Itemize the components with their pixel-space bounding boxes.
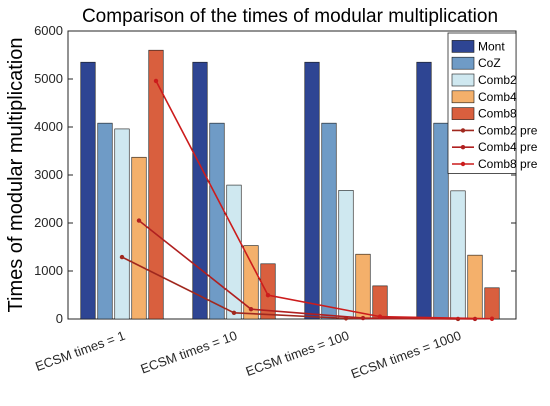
bar-coz-0 — [97, 122, 113, 320]
legend-swatch-comb4 — [451, 90, 475, 104]
line-comb8-pre — [155, 80, 493, 320]
y-tick-label-0: 0 — [56, 311, 63, 326]
bar-comb8-0 — [148, 49, 164, 320]
chart-title: Comparison of the times of modular multi… — [82, 6, 498, 27]
bar-mont-0 — [80, 61, 96, 320]
legend: Mont CoZ Comb2 Comb4 Comb8 Comb2 pre Comb4 pre… — [447, 32, 538, 174]
bar-comb2-3 — [450, 190, 466, 320]
bar-mont-1 — [192, 61, 208, 320]
bar-comb4-2 — [355, 253, 371, 320]
bar-comb2-0 — [114, 128, 130, 320]
x-tick-label-2: ECSM times = 100 — [244, 328, 351, 379]
legend-swatch-comb8 — [451, 107, 475, 120]
point-comb4-pre-2 — [360, 315, 366, 321]
bar-coz-1 — [209, 122, 225, 320]
point-comb4-pre-0 — [136, 218, 142, 223]
x-tick-label-1: ECSM times = 10 — [139, 328, 240, 377]
legend-label-comb4: Comb4 — [478, 90, 517, 104]
y-tick-label-4: 4000 — [34, 119, 63, 134]
x-tick-label-0: ECSM times = 1 — [33, 328, 127, 374]
legend-label-comb4-pre: Comb4 pre — [478, 140, 538, 154]
bar-coz-3 — [433, 122, 449, 320]
point-comb4-pre-1 — [248, 306, 254, 312]
y-tick-label-1: 1000 — [34, 263, 63, 278]
y-tick-label-5: 5000 — [34, 71, 63, 86]
legend-label-comb8: Comb8 — [478, 107, 517, 121]
bar-comb8-1 — [260, 263, 276, 320]
bar-comb2-1 — [226, 184, 242, 320]
legend-marker-comb4-pre — [460, 145, 466, 150]
plot-area: 0 1000 2000 3000 4000 5000 6000 ECSM times = 1 E… — [33, 23, 517, 382]
bar-mont-3 — [416, 61, 432, 320]
y-axis-label: Times of modular multiplication — [5, 38, 27, 313]
x-tick-label-3: ECSM times = 1000 — [349, 328, 463, 382]
y-tick-label-3: 3000 — [34, 167, 63, 182]
legend-label-comb8-pre: Comb8 pre — [478, 157, 538, 171]
legend-label-comb2-pre: Comb2 pre — [478, 123, 538, 137]
legend-swatch-mont — [451, 40, 475, 53]
point-comb8-pre-1 — [265, 292, 271, 298]
bar-mont-2 — [304, 61, 320, 320]
y-tick-label-2: 2000 — [34, 215, 63, 230]
bar-comb4-3 — [467, 254, 483, 320]
point-comb2-pre-0 — [119, 254, 125, 260]
point-comb8-pre-0 — [153, 78, 159, 84]
bar-comb4-0 — [131, 156, 147, 320]
legend-swatch-comb2 — [451, 73, 475, 87]
point-comb8-pre-2 — [377, 314, 383, 319]
bar-comb8-3 — [484, 287, 500, 320]
line-comb4-pre — [138, 219, 476, 320]
bar-coz-2 — [321, 122, 337, 320]
legend-box — [447, 32, 517, 174]
bar-comb4-1 — [243, 245, 259, 320]
legend-label-mont: Mont — [478, 39, 505, 53]
line-comb2-pre — [121, 256, 459, 320]
legend-marker-comb8-pre — [460, 161, 466, 167]
point-comb8-pre-3 — [489, 316, 495, 321]
legend-swatch-coz — [451, 56, 475, 70]
legend-label-comb2: Comb2 — [478, 73, 517, 87]
y-tick-label-6: 6000 — [34, 23, 63, 38]
legend-label-coz: CoZ — [478, 56, 501, 70]
bar-comb2-2 — [338, 190, 354, 320]
point-comb2-pre-1 — [231, 310, 237, 316]
legend-marker-comb2-pre — [460, 128, 466, 133]
bar-comb8-2 — [372, 285, 388, 320]
